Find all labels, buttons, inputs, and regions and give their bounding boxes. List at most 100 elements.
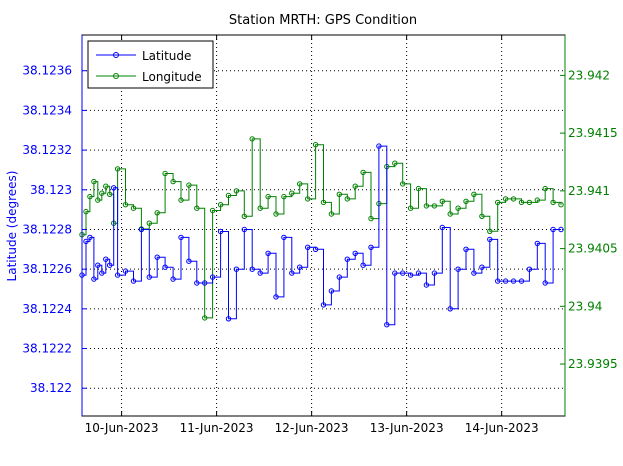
data-point-longitude: [194, 205, 200, 211]
data-point-longitude: [344, 196, 350, 202]
data-point-latitude: [463, 246, 469, 253]
series-longitude: [79, 136, 564, 321]
data-point-longitude: [217, 202, 224, 208]
legend-swatch-marker: [113, 73, 119, 79]
series-line-longitude: [82, 138, 562, 319]
x-tick-label: 12-Jun-2023: [275, 421, 349, 435]
data-point-latitude: [415, 270, 422, 276]
data-point-latitude: [487, 236, 493, 243]
data-point-longitude: [162, 170, 168, 177]
legend-label: Longitude: [142, 70, 202, 84]
data-point-longitude: [289, 190, 295, 196]
data-point-longitude: [95, 197, 101, 203]
data-point-latitude: [289, 270, 295, 276]
data-point-longitude: [463, 198, 469, 205]
data-point-latitude: [471, 270, 477, 276]
data-point-latitude: [154, 254, 160, 260]
data-point-latitude: [170, 276, 176, 282]
data-point-latitude: [352, 250, 358, 257]
data-point-latitude: [495, 278, 501, 284]
data-point-longitude: [225, 192, 232, 199]
data-point-latitude: [439, 224, 445, 231]
data-point-longitude: [170, 178, 176, 185]
data-point-longitude: [423, 203, 430, 209]
data-point-longitude: [407, 205, 414, 211]
legend-swatch-marker: [113, 52, 119, 58]
data-point-longitude: [297, 181, 303, 187]
data-point-latitude: [368, 244, 374, 251]
data-point-longitude: [130, 205, 137, 211]
data-point-latitude: [217, 228, 224, 235]
y-tick-label: 38.1232: [22, 143, 72, 157]
data-point-latitude: [297, 264, 303, 270]
series-latitude: [79, 143, 564, 328]
y-tick-label: 38.1226: [22, 262, 72, 276]
data-point-longitude: [400, 181, 406, 187]
data-point-latitude: [186, 258, 192, 264]
data-point-latitude: [233, 266, 240, 272]
data-point-longitude: [209, 207, 216, 214]
data-point-latitude: [558, 226, 564, 233]
data-point-latitude: [111, 185, 117, 191]
data-point-longitude: [431, 203, 438, 209]
data-point-longitude: [518, 199, 525, 206]
data-point-longitude: [99, 190, 105, 196]
data-point-longitude: [320, 199, 327, 206]
y-tick-label: 38.1228: [22, 222, 72, 236]
data-point-latitude: [138, 226, 145, 233]
data-point-latitude: [510, 278, 517, 284]
y2-tick-label: 23.9415: [568, 126, 618, 140]
data-point-latitude: [194, 280, 200, 286]
data-point-longitude: [146, 220, 153, 226]
data-point-latitude: [107, 262, 113, 268]
y2-tick-label: 23.9405: [568, 242, 618, 256]
data-point-latitude: [103, 256, 109, 262]
data-point-latitude: [305, 244, 311, 251]
data-point-longitude: [154, 210, 160, 216]
data-point-latitude: [400, 270, 406, 276]
data-point-latitude: [225, 316, 232, 322]
data-point-longitude: [91, 178, 97, 185]
data-point-latitude: [91, 276, 97, 282]
data-point-longitude: [257, 205, 263, 211]
data-point-latitude: [146, 274, 153, 280]
data-point-latitude: [249, 266, 255, 272]
data-point-longitude: [83, 208, 89, 215]
data-point-longitude: [550, 199, 556, 206]
data-point-latitude: [320, 302, 327, 308]
data-point-longitude: [455, 205, 461, 211]
axes: 10-Jun-2023 11-Jun-2023 12-Jun-2023 13-Jun-…: [22, 35, 618, 435]
legend: Latitude Longitude: [87, 40, 214, 89]
x-tick-label: 10-Jun-2023: [85, 421, 159, 435]
data-point-longitude: [114, 166, 121, 172]
data-point-latitude: [328, 288, 335, 294]
data-point-latitude: [344, 256, 350, 262]
data-point-longitude: [502, 196, 509, 202]
data-point-latitude: [83, 238, 89, 245]
data-point-longitude: [281, 193, 287, 200]
data-point-longitude: [233, 188, 240, 194]
data-point-latitude: [114, 272, 121, 278]
data-point-longitude: [352, 183, 358, 189]
data-point-longitude: [558, 202, 564, 208]
legend-label: Latitude: [142, 49, 191, 63]
data-point-latitude: [407, 272, 414, 278]
data-point-latitude: [376, 143, 382, 149]
data-point-longitude: [249, 136, 255, 142]
data-point-longitude: [495, 199, 501, 206]
data-point-latitude: [257, 270, 263, 276]
data-point-latitude: [360, 262, 366, 268]
data-point-longitude: [305, 196, 311, 202]
chart-title: Station MRTH: GPS Condition: [229, 13, 417, 28]
data-point-latitude: [423, 282, 430, 288]
data-point-longitude: [107, 191, 113, 198]
y-tick-label: 38.1224: [22, 302, 72, 316]
y2-tick-label: 23.94: [568, 299, 602, 313]
y-tick-label: 38.1236: [22, 64, 72, 78]
x-tick-label: 13-Jun-2023: [370, 421, 444, 435]
data-point-longitude: [542, 185, 548, 192]
data-point-longitude: [360, 169, 366, 176]
data-point-latitude: [518, 278, 525, 284]
data-point-longitude: [479, 213, 485, 220]
